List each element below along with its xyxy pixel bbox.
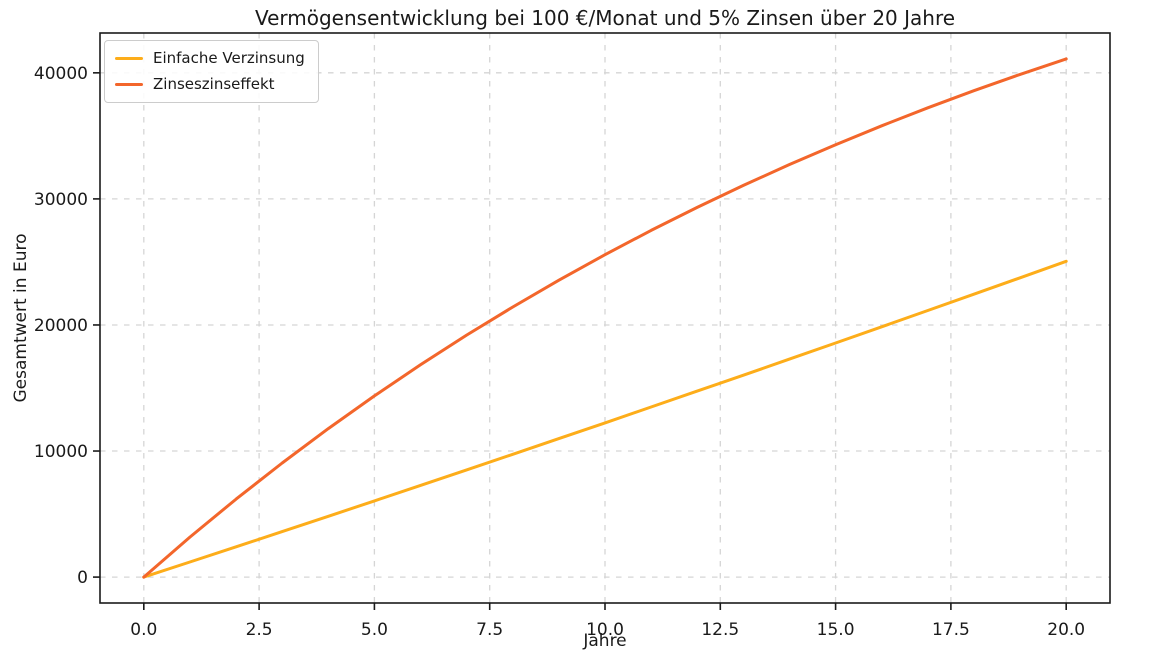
x-tick-label: 10.0	[586, 620, 624, 640]
legend-line-swatch-compound	[115, 82, 143, 86]
x-tick-label: 15.0	[817, 620, 855, 640]
legend-line-swatch-simple	[115, 56, 143, 60]
x-tick-label: 7.5	[476, 620, 503, 640]
y-tick-label: 0	[77, 568, 88, 588]
y-tick-label: 40000	[34, 64, 88, 84]
legend-label-compound: Zinseszinseffekt	[153, 74, 275, 93]
y-tick-label: 10000	[34, 442, 88, 462]
legend-item: Einfache Verzinsung	[115, 49, 305, 68]
x-tick-label: 12.5	[701, 620, 739, 640]
legend-label-simple: Einfache Verzinsung	[153, 49, 305, 67]
x-tick-label: 2.5	[246, 620, 273, 640]
chart-title: Vermögensentwicklung bei 100 €/Monat und…	[254, 6, 956, 30]
y-tick-label: 20000	[34, 316, 88, 336]
x-tick-label: 0.0	[130, 620, 157, 640]
x-tick-label: 5.0	[361, 620, 388, 640]
y-tick-label: 30000	[34, 190, 88, 210]
series-line-1	[142, 57, 1068, 579]
x-axis-label: Jahre	[583, 631, 627, 651]
series-line-0	[142, 259, 1068, 579]
legend-item: Zinseszinseffekt	[115, 75, 305, 94]
x-tick-label: 17.5	[932, 620, 970, 640]
legend: Einfache Verzinsung Zinseszinseffekt	[104, 40, 319, 103]
x-tick-label: 20.0	[1047, 620, 1085, 640]
